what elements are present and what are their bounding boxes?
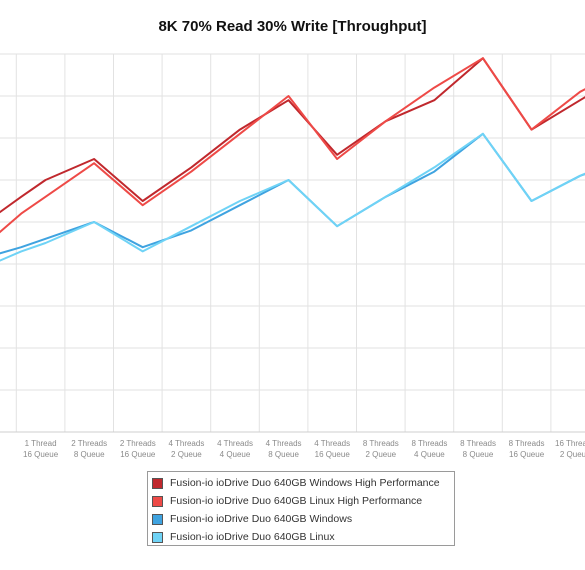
legend-label: Fusion-io ioDrive Duo 640GB Windows	[170, 513, 353, 525]
legend-item: Fusion-io ioDrive Duo 640GB Windows	[152, 510, 454, 528]
legend-swatch	[152, 495, 163, 507]
legend-label: Fusion-io ioDrive Duo 640GB Linux	[170, 531, 335, 543]
x-tick-label: 4 Threads 16 Queue	[314, 439, 350, 459]
x-tick-label: 2 Threads 16 Queue	[120, 439, 156, 459]
x-axis-tick-labels: 1 Thread 16 Queue 2 Threads 8 Queue 2 Thread…	[23, 439, 585, 459]
legend-item: Fusion-io ioDrive Duo 640GB Windows High…	[152, 474, 454, 492]
x-tick-label: 1 Thread 16 Queue	[23, 439, 59, 459]
legend-label: Fusion-io ioDrive Duo 640GB Windows High…	[170, 477, 440, 489]
series-line	[0, 57, 585, 234]
legend-item: Fusion-io ioDrive Duo 640GB Linux	[152, 528, 454, 546]
legend-label: Fusion-io ioDrive Duo 640GB Linux High P…	[170, 495, 423, 507]
x-tick-label: 4 Threads 2 Queue	[168, 439, 204, 459]
legend-swatch	[152, 531, 163, 543]
legend-swatch	[152, 513, 163, 525]
gridlines	[0, 53, 585, 433]
x-tick-label: 8 Threads 8 Queue	[460, 439, 496, 459]
x-tick-label: 8 Threads 4 Queue	[411, 439, 447, 459]
x-tick-label: 4 Threads 4 Queue	[217, 439, 253, 459]
chart-title: 8K 70% Read 30% Write [Throughput]	[158, 18, 427, 35]
x-tick-label: 4 Threads 8 Queue	[266, 439, 302, 459]
x-tick-label: 8 Threads 16 Queue	[509, 439, 545, 459]
legend-swatch	[152, 477, 163, 489]
series-line	[0, 132, 585, 262]
legend-item: Fusion-io ioDrive Duo 640GB Linux High P…	[152, 492, 454, 510]
legend: Fusion-io ioDrive Duo 640GB Windows High…	[147, 471, 455, 546]
x-tick-label: 2 Threads 8 Queue	[71, 439, 107, 459]
series-lines	[0, 57, 585, 262]
x-tick-label: 8 Threads 2 Queue	[363, 439, 399, 459]
